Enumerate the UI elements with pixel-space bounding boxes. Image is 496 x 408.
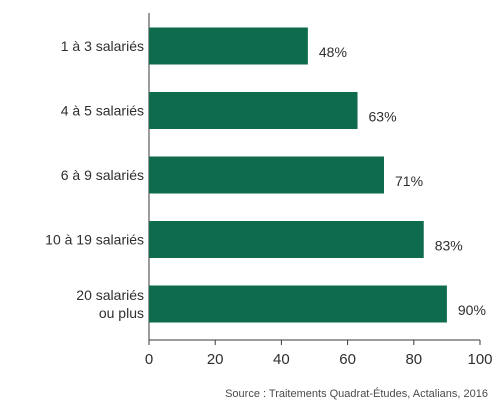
bar: [149, 27, 308, 65]
category-label: 20 salariés ou plus: [76, 287, 144, 321]
bar: [149, 221, 424, 258]
data-label: 63%: [369, 109, 397, 125]
x-tick-label: 100: [467, 351, 492, 368]
x-tick-label: 20: [207, 351, 224, 368]
category-label: 10 à 19 salariés: [45, 232, 144, 248]
data-label: 48%: [319, 44, 347, 60]
x-tick-label: 40: [273, 351, 290, 368]
data-label: 71%: [395, 173, 423, 189]
x-ticks: 0 20 40 60 80 100: [145, 340, 493, 368]
category-label: 6 à 9 salariés: [61, 167, 144, 183]
bar: [149, 285, 447, 323]
source-note: Source : Traitements Quadrat-Études, Act…: [225, 388, 488, 400]
bar: [149, 156, 385, 194]
data-label: 83%: [435, 238, 463, 254]
x-tick-label: 80: [405, 351, 422, 368]
x-tick-label: 60: [339, 351, 356, 368]
category-label: 1 à 3 salariés: [61, 38, 144, 54]
category-label: 4 à 5 salariés: [61, 103, 144, 119]
data-label: 90%: [458, 302, 486, 318]
bars: 1 à 3 salariés 48% 4 à 5 salariés 63% 6 à 9 …: [45, 27, 486, 323]
x-tick-label: 0: [145, 351, 153, 368]
bar: [149, 92, 358, 129]
